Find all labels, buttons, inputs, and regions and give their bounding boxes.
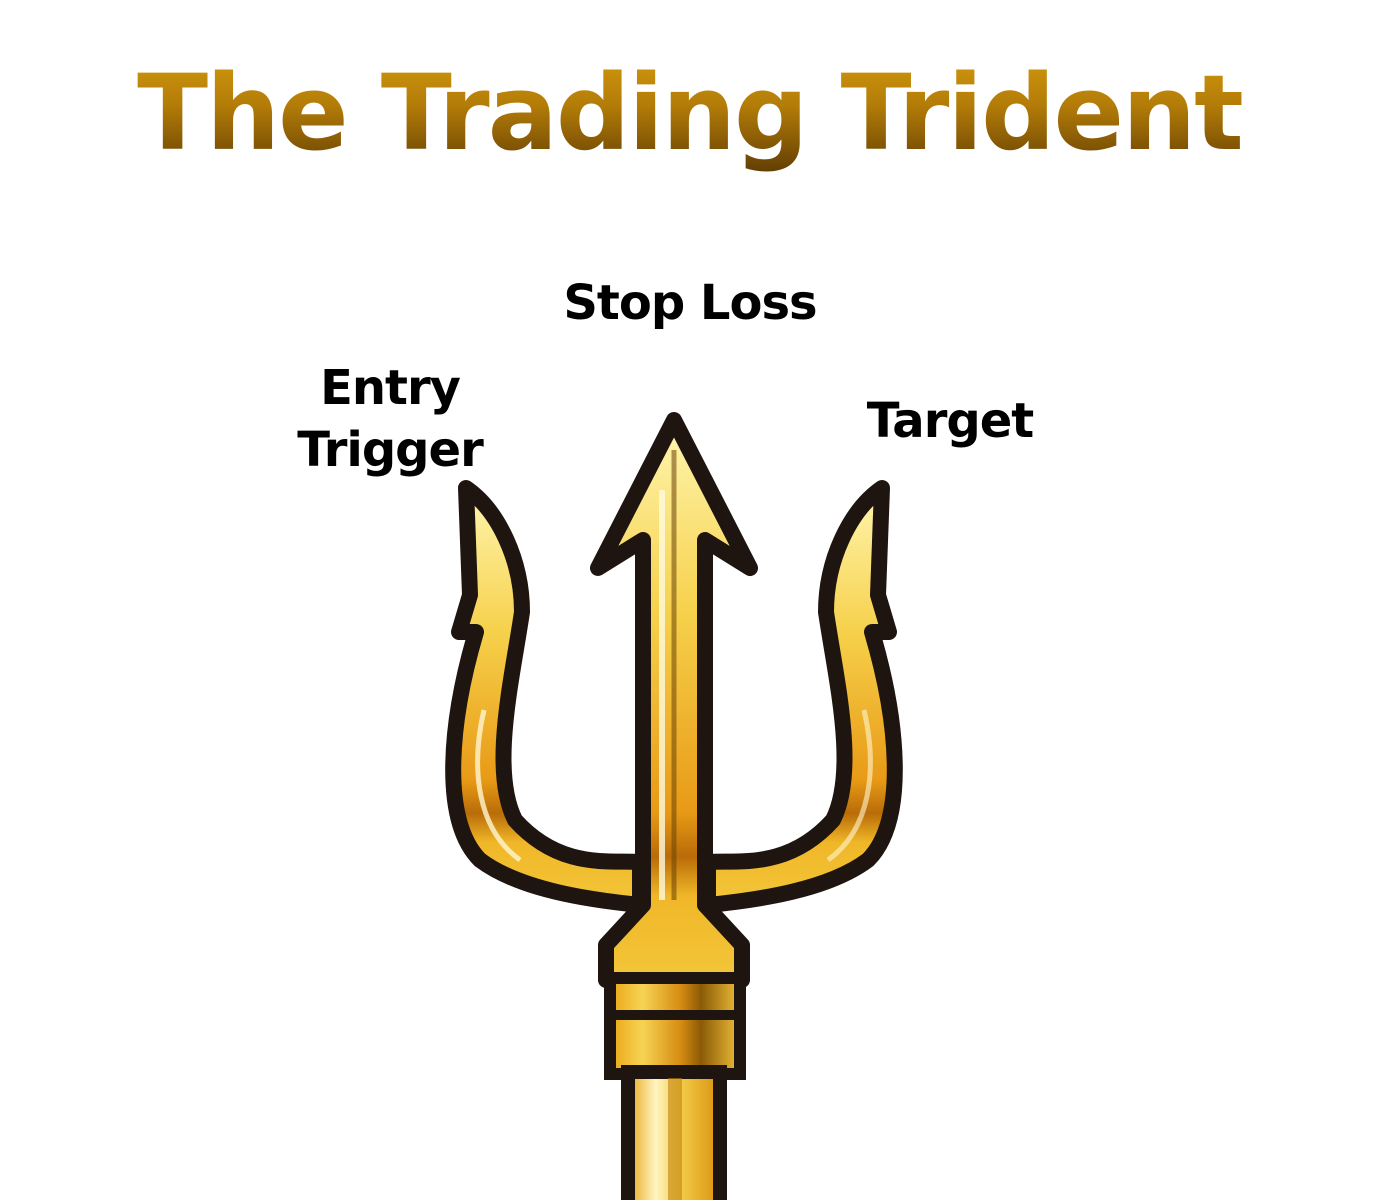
- right-prong: [700, 480, 903, 913]
- target-text: Target: [866, 393, 1034, 449]
- stop-loss-label: Stop Loss: [540, 272, 840, 334]
- entry-trigger-line2: Trigger: [297, 422, 484, 478]
- entry-trigger-label: Entry Trigger: [270, 357, 510, 481]
- page-title: The Trading Trident: [0, 38, 1379, 188]
- left-prong: [445, 480, 648, 913]
- entry-trigger-line1: Entry: [320, 360, 461, 416]
- trident-collar: [604, 972, 746, 1080]
- target-label: Target: [835, 390, 1065, 452]
- stop-loss-text: Stop Loss: [563, 275, 817, 331]
